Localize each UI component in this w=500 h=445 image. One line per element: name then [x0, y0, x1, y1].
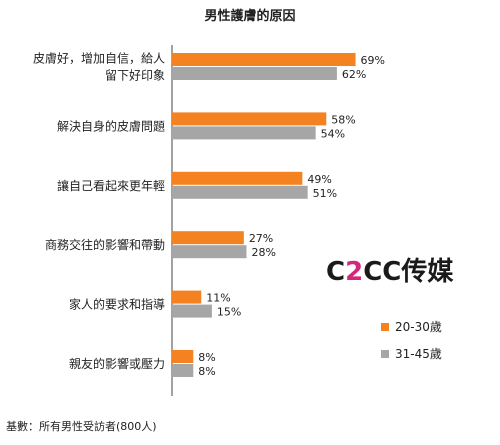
data-label: 54%: [321, 127, 345, 140]
category-label: 皮膚好，增加自信，給人: [33, 51, 165, 66]
data-label: 69%: [361, 54, 385, 67]
legend-swatch: [381, 350, 389, 358]
data-label: 8%: [198, 351, 215, 364]
brand-logo: C2CC传媒: [326, 257, 454, 287]
category-label: 親友的影響或壓力: [69, 356, 165, 371]
data-label: 62%: [342, 68, 366, 81]
footnote: 基數：所有男性受訪者(800人): [6, 419, 157, 433]
brand-text: C2CC传媒: [326, 257, 454, 287]
bar: [172, 364, 194, 377]
bar: [172, 171, 303, 185]
legend: 20-30歲 31-45歲: [381, 320, 442, 361]
legend-swatch: [381, 323, 389, 331]
category-label: 留下好印象: [105, 69, 165, 83]
legend-label: 20-30歲: [395, 320, 442, 334]
bar: [172, 304, 212, 318]
data-label: 49%: [307, 173, 331, 186]
bar: [172, 67, 337, 80]
data-label: 27%: [249, 232, 273, 245]
category-label: 商務交往的影響和帶動: [45, 237, 165, 252]
bar: [172, 112, 327, 126]
bar: [172, 126, 316, 140]
data-label: 28%: [251, 246, 275, 259]
data-label: 8%: [198, 365, 215, 378]
bar: [172, 231, 244, 245]
bar: [172, 350, 194, 363]
chart-title: 男性護膚的原因: [204, 8, 295, 24]
bar: [172, 245, 247, 259]
bar: [172, 185, 308, 199]
bar: [172, 290, 202, 304]
data-label: 51%: [313, 187, 337, 200]
data-label: 15%: [217, 306, 241, 319]
category-label: 家人的要求和指導: [69, 297, 165, 312]
data-label: 58%: [331, 113, 355, 126]
legend-label: 31-45歲: [395, 347, 442, 361]
category-label: 讓自己看起來更年輕: [57, 178, 165, 193]
data-label: 11%: [206, 292, 230, 305]
bar: [172, 53, 356, 66]
category-label: 解決自身的皮膚問題: [57, 118, 165, 133]
